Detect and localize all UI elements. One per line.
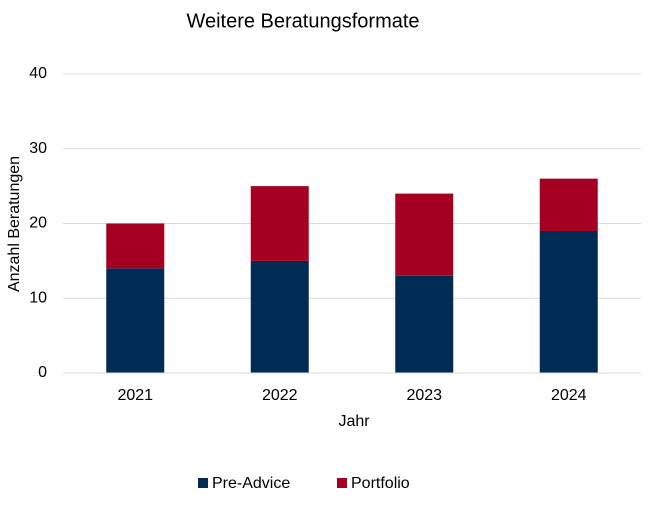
x-tick-label: 2022 [262,387,298,404]
x-tick-label: 2021 [117,387,153,404]
x-tick-label: 2024 [551,387,587,404]
y-tick-label: 30 [29,140,47,157]
bar-segment [395,193,454,276]
x-tick-label: 2023 [406,387,442,404]
y-tick-label: 20 [29,215,47,232]
x-axis-label: Jahr [338,413,370,430]
bar-segment [106,223,165,269]
y-tick-label: 40 [29,65,47,82]
bar-segment [539,178,598,231]
bar-segment [395,275,454,373]
bar-segment [250,260,309,373]
legend-label: Portfolio [351,475,410,492]
legend-swatch [337,478,347,488]
bar-segment [539,230,598,373]
bar-segment [250,186,309,261]
legend-swatch [198,478,208,488]
y-axis-label: Anzahl Beratungen [6,156,23,292]
y-tick-label: 10 [29,289,47,306]
y-tick-label: 0 [38,364,47,381]
chart-title: Weitere Beratungsformate [186,10,419,32]
legend-label: Pre-Advice [212,475,290,492]
bar-segment [106,268,165,373]
